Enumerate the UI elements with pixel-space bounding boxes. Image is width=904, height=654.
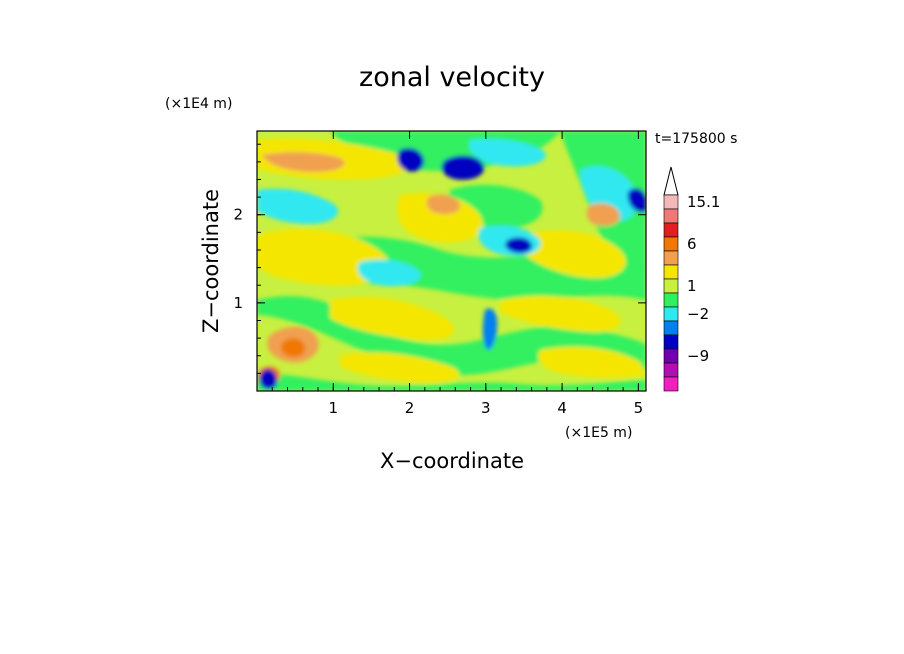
y-axis-ticks: 12 [233,143,646,374]
blue-blob-mid [505,237,533,254]
x-tick-label: 4 [557,399,567,417]
yellow-region-center [397,192,483,243]
red-patch-left [280,338,306,357]
contour-field [257,131,646,391]
orange-patch-center [426,194,461,215]
colorbar-swatch [663,194,679,210]
cyan-region-left [257,188,339,225]
colorbar-swatch [663,376,679,392]
yellow-region-left [257,228,391,286]
colorbar-swatch [663,208,679,224]
x-unit-label: (×1E5 m) [565,425,632,441]
colorbar-swatch [663,292,679,308]
colorbar-label: −9 [687,347,709,365]
yellow-region-lower-right [500,295,621,333]
colorbar-label: 6 [687,235,697,253]
x-tick-label: 2 [405,399,415,417]
colorbar [663,166,679,392]
colorbar-label: 1 [687,277,697,295]
yellow-region-bottom [340,352,460,384]
y-tick-label: 1 [233,294,243,312]
yellow-region-mid-right [520,230,626,279]
x-tick-label: 1 [329,399,339,417]
orange-band-top [262,152,345,172]
blue-blob-bottom-left [259,369,278,390]
colorbar-swatch [663,236,679,252]
blue-blob-top-center [441,155,485,180]
x-tick-label: 3 [481,399,491,417]
colorbar-swatch [663,222,679,238]
chart-title: zonal velocity [359,62,545,93]
green-band-bottom [257,372,646,391]
y-axis-label: Z−coordinate [199,189,223,333]
colorbar-label: −2 [687,305,709,323]
colorbar-swatch [663,264,679,280]
colorbar-swatch [663,306,679,322]
colorbar-swatch [663,348,679,364]
yellow-region-bottom-right [538,346,646,378]
yellow-region-lower [330,296,455,341]
cyan-region-lower [357,259,421,287]
orange-patch-right [586,203,621,226]
colorbar-swatch [663,278,679,294]
y-tick-label: 2 [233,206,243,224]
colorbar-labels: 15.1 6 1 −2 −9 [687,193,720,365]
contour-blobs [257,131,646,391]
colorbar-swatch [663,362,679,378]
blue-blob-right-edge [627,188,646,213]
colorbar-arrow-top [663,166,679,196]
colorbar-swatch [663,334,679,350]
y-unit-label: (×1E4 m) [165,96,232,112]
blue-streak-center [482,308,498,350]
plot-frame [256,130,647,392]
colorbar-swatch [663,250,679,266]
colorbar-swatch [663,320,679,336]
blue-blob-top-left [397,148,425,172]
x-axis-ticks: 1 2 3 4 5 [271,131,644,417]
colorbar-label: 15.1 [687,193,720,211]
time-label: t=175800 s [655,131,737,147]
x-tick-label: 5 [634,399,644,417]
cyan-region-top [469,138,546,167]
x-axis-label: X−coordinate [380,449,524,473]
